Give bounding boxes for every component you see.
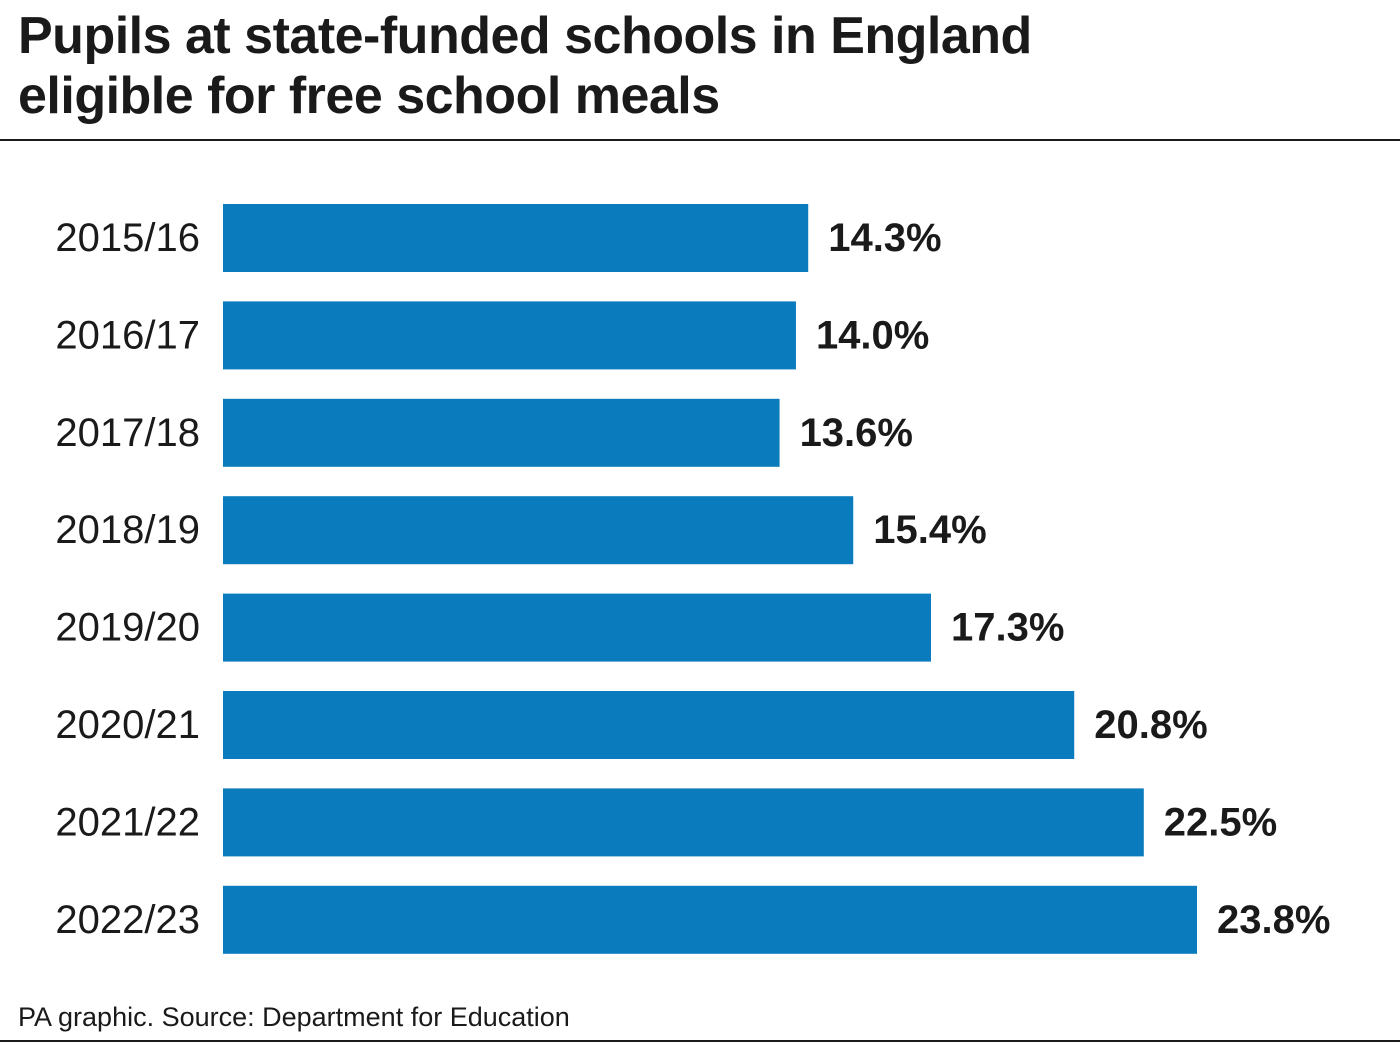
bar-group: 2016/17 14.0% bbox=[55, 301, 929, 370]
chart-title-line-2: eligible for free school meals bbox=[18, 67, 720, 125]
value-label: 22.5% bbox=[1164, 800, 1277, 844]
category-label: 2015/16 bbox=[55, 216, 200, 260]
source-note: PA graphic. Source: Department for Educa… bbox=[18, 1002, 570, 1032]
value-label: 15.4% bbox=[873, 508, 986, 552]
category-label: 2022/23 bbox=[55, 898, 200, 942]
title-divider bbox=[0, 139, 1400, 141]
bar-group: 2018/19 15.4% bbox=[55, 496, 987, 565]
bar bbox=[223, 496, 854, 565]
bar bbox=[223, 204, 809, 272]
category-label: 2021/22 bbox=[55, 800, 200, 844]
bar-group: 2020/21 20.8% bbox=[55, 691, 1208, 759]
bar-group: 2019/20 17.3% bbox=[55, 593, 1064, 662]
value-label: 20.8% bbox=[1094, 703, 1207, 747]
bar-group: 2022/23 23.8% bbox=[55, 885, 1330, 954]
bar bbox=[223, 788, 1144, 857]
value-label: 23.8% bbox=[1217, 898, 1330, 942]
chart-title: Pupils at state-funded schools in Englan… bbox=[18, 6, 1378, 126]
bar bbox=[223, 398, 780, 467]
bar bbox=[223, 691, 1075, 759]
bar-group: 2015/16 14.3% bbox=[55, 204, 942, 272]
category-label: 2018/19 bbox=[55, 508, 200, 552]
value-label: 14.0% bbox=[816, 313, 929, 357]
bar bbox=[223, 885, 1197, 954]
value-label: 13.6% bbox=[800, 411, 913, 455]
category-label: 2019/20 bbox=[55, 606, 200, 650]
bar-group: 2021/22 22.5% bbox=[55, 788, 1277, 857]
bottom-divider bbox=[0, 1040, 1400, 1042]
value-label: 14.3% bbox=[828, 216, 941, 260]
value-label: 17.3% bbox=[951, 606, 1064, 650]
bar-chart: 2015/16 14.3% 2016/17 14.0% 2017/18 13.6% 2018… bbox=[55, 204, 1330, 954]
bar-group: 2017/18 13.6% bbox=[55, 398, 913, 467]
bar bbox=[223, 593, 931, 662]
chart-title-line-1: Pupils at state-funded schools in Englan… bbox=[18, 7, 1032, 65]
category-label: 2020/21 bbox=[55, 703, 200, 747]
category-label: 2017/18 bbox=[55, 411, 200, 455]
category-label: 2016/17 bbox=[55, 313, 200, 357]
bar bbox=[223, 301, 796, 370]
